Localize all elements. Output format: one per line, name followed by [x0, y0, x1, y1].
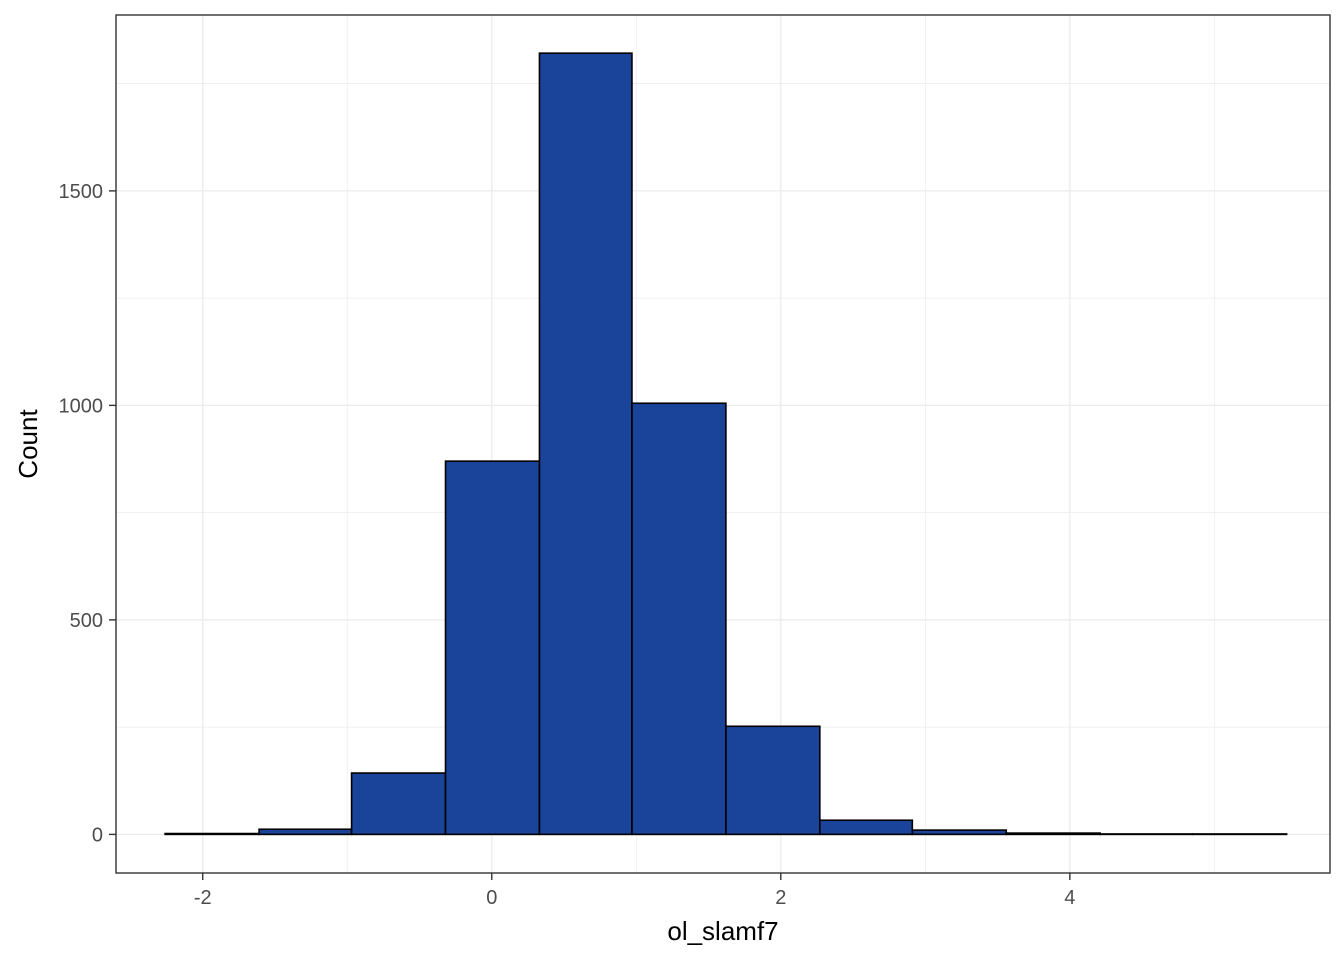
- histogram-bar: [911, 829, 1008, 836]
- y-tick-label: 500: [70, 610, 103, 632]
- y-axis: 0 500 1000 1500: [59, 181, 116, 846]
- histogram-bar: [258, 828, 353, 836]
- panel-border: [115, 14, 1331, 874]
- histogram-bar: [631, 402, 727, 836]
- histogram-bar: [1005, 832, 1102, 836]
- x-tick-label: 4: [1064, 887, 1075, 909]
- histogram-bar: [725, 725, 821, 836]
- histogram-bar: [350, 772, 447, 836]
- histogram-bars: [164, 52, 1288, 836]
- x-tick-label: 2: [775, 887, 786, 909]
- histogram-bar: [819, 819, 914, 836]
- y-tick-label: 1000: [59, 395, 104, 417]
- x-tick-label: -2: [194, 887, 212, 909]
- x-axis-title: ol_slamf7: [667, 916, 778, 946]
- x-axis: -2 0 2 4: [194, 873, 1075, 909]
- histogram-bar: [164, 832, 260, 836]
- histogram-bar: [538, 52, 633, 836]
- histogram-bar: [444, 460, 541, 836]
- x-tick-label: 0: [486, 887, 497, 909]
- y-axis-title: Count: [13, 409, 43, 479]
- y-tick-label: 1500: [59, 181, 104, 203]
- y-tick-label: 0: [92, 824, 103, 846]
